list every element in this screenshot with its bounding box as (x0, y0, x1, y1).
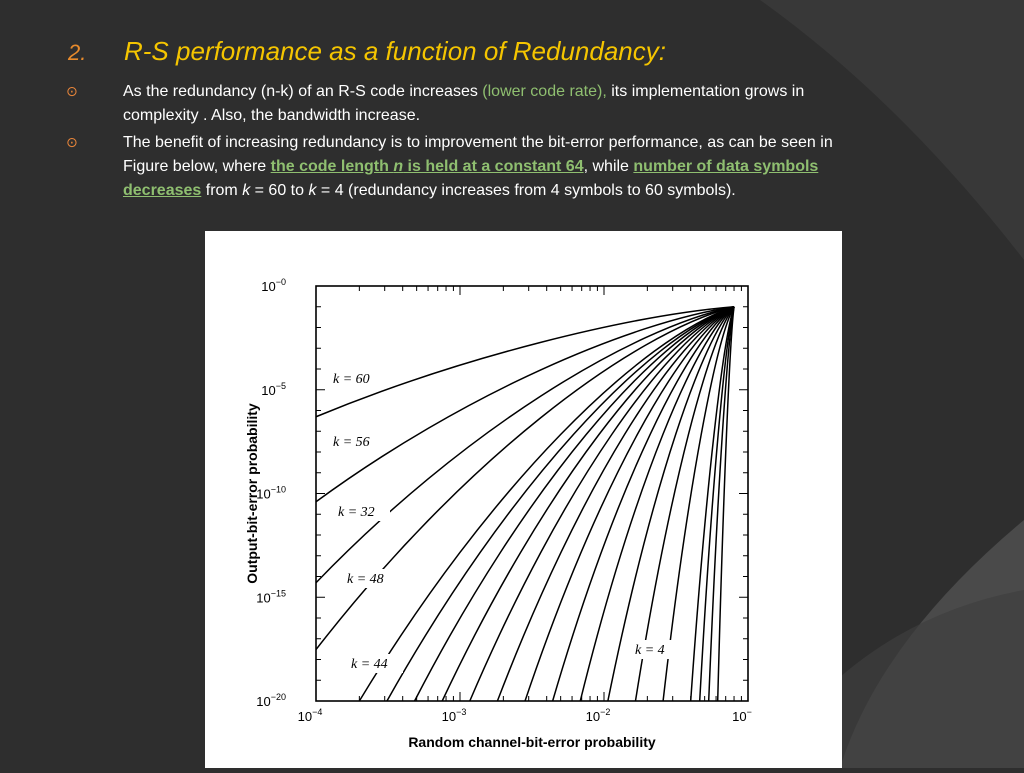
curve-label-bg (631, 640, 687, 659)
curve (707, 306, 735, 702)
curve-label-bg (329, 432, 385, 451)
curve (698, 306, 735, 702)
curve-label: k = 4 (635, 643, 665, 658)
bullet-text-1: As the redundancy (n-k) of an R-S code i… (123, 83, 805, 124)
y-tick-label: 10−0 (261, 277, 286, 294)
curve (716, 306, 735, 702)
curve (496, 306, 735, 702)
y-tick-label: 10−5 (261, 381, 286, 398)
curve (662, 306, 735, 702)
y-tick-label: 10−10 (256, 485, 286, 502)
title-number: 2. (68, 40, 87, 65)
curve (315, 306, 735, 584)
curve (634, 306, 735, 702)
y-tick-label: 10−15 (256, 588, 286, 605)
circled-dot-icon: ⊙ (66, 83, 78, 99)
curve (579, 306, 735, 702)
curve-label: k = 60 (333, 372, 370, 387)
y-axis-label: Output-bit-error probability (244, 403, 260, 584)
bullet-text-2: The benefit of increasing redundancy is … (123, 134, 833, 199)
data-symbols-highlight: number of data symbols decreases (123, 158, 819, 199)
curve (315, 306, 735, 503)
x-tick-label: 10− (732, 707, 752, 724)
curve (689, 306, 735, 702)
curve (315, 306, 735, 418)
curve-label: k = 44 (351, 657, 388, 672)
curve (413, 306, 735, 702)
bullet-item-1: ⊙ As the redundancy (n-k) of an R-S code… (66, 80, 863, 128)
bullet-item-2: ⊙ The benefit of increasing redundancy i… (66, 131, 863, 203)
curve (551, 306, 735, 702)
curve-label-bg (343, 569, 399, 588)
code-length-highlight: the code length n is held at a constant … (270, 158, 584, 175)
curve (607, 306, 735, 702)
curve-label: k = 56 (333, 435, 370, 450)
title-text: R-S performance as a function of Redunda… (124, 36, 666, 66)
plot-frame (315, 285, 749, 702)
x-tick-label: 10−4 (298, 707, 323, 724)
x-tick-label: 10−3 (442, 707, 467, 724)
curve-label-bg (334, 502, 390, 521)
curve (469, 306, 735, 702)
y-tick-label: 10−20 (256, 692, 286, 709)
curve-label: k = 32 (338, 505, 375, 520)
curve-label: k = 48 (347, 572, 384, 587)
curve (358, 306, 735, 702)
x-axis-label: Random channel-bit-error probability (408, 734, 656, 750)
slide-title: 2. R-S performance as a function of Redu… (68, 36, 666, 67)
curve (441, 306, 735, 702)
circled-dot-icon: ⊙ (66, 134, 78, 150)
performance-chart: 10−4 10−3 10−2 10− 10−0 10−5 10−10 10−15 10−20 Ra… (244, 277, 752, 750)
curve (524, 306, 735, 702)
curve-label-bg (347, 654, 403, 673)
figure-panel: 10−4 10−3 10−2 10− 10−0 10−5 10−10 10−15 10−20 Ra… (205, 231, 842, 768)
curve (386, 306, 735, 702)
curve-label-bg (329, 369, 385, 388)
x-tick-label: 10−2 (586, 707, 611, 724)
